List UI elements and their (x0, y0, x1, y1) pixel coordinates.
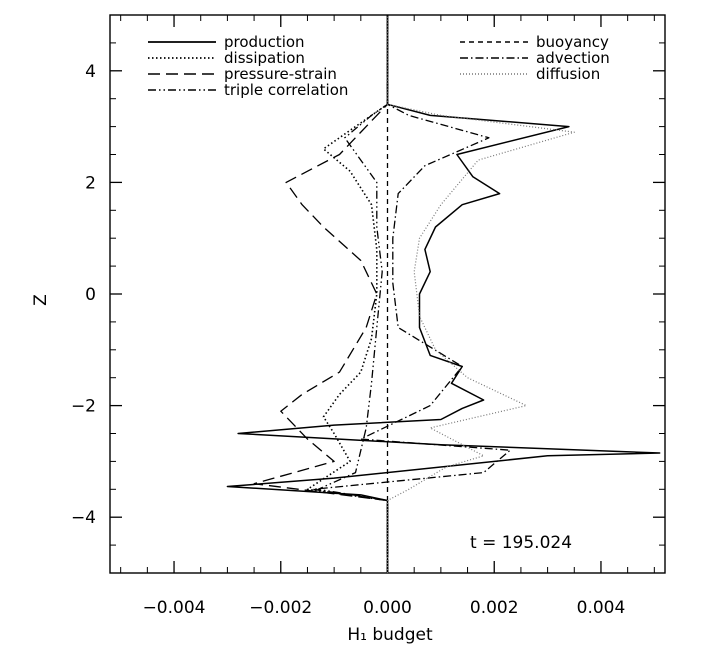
x-tick-label-0: −0.004 (143, 598, 206, 618)
series-lines (226, 15, 661, 573)
time-annotation: t = 195.024 (470, 533, 572, 553)
legend: productiondissipationpressure-straintrip… (148, 33, 610, 99)
y-tick-label-0: −4 (71, 508, 96, 528)
x-tick-label-1: −0.002 (249, 598, 312, 618)
y-axis-label: Z (31, 294, 51, 306)
series-line-triple-correlation (317, 15, 389, 573)
legend-label-production: production (224, 33, 305, 51)
legend-label-diffusion: diffusion (536, 65, 600, 83)
x-tick-label-2: 0.000 (363, 598, 412, 618)
legend-label-buoyancy: buoyancy (536, 33, 609, 51)
legend-label-dissipation: dissipation (224, 49, 305, 67)
y-tick-label-1: −2 (71, 397, 96, 417)
tick-labels: −0.004 −0.002 0.000 0.002 0.004 −4 −2 0 2 4 (71, 62, 625, 618)
y-tick-label-4: 4 (85, 62, 96, 82)
legend-label-triple-correlation: triple correlation (224, 81, 348, 99)
x-axis-label: H₁ budget (347, 625, 433, 645)
legend-label-pressure-strain: pressure-strain (224, 65, 337, 83)
series-line-advection (312, 15, 511, 573)
series-line-pressure-strain (253, 15, 389, 573)
y-tick-label-2: 0 (85, 285, 96, 305)
x-tick-label-4: 0.004 (577, 598, 626, 618)
legend-label-advection: advection (536, 49, 610, 67)
x-tick-label-3: 0.002 (470, 598, 519, 618)
series-line-diffusion (386, 15, 575, 573)
tick-marks (110, 14, 665, 574)
y-tick-label-3: 2 (85, 173, 96, 193)
